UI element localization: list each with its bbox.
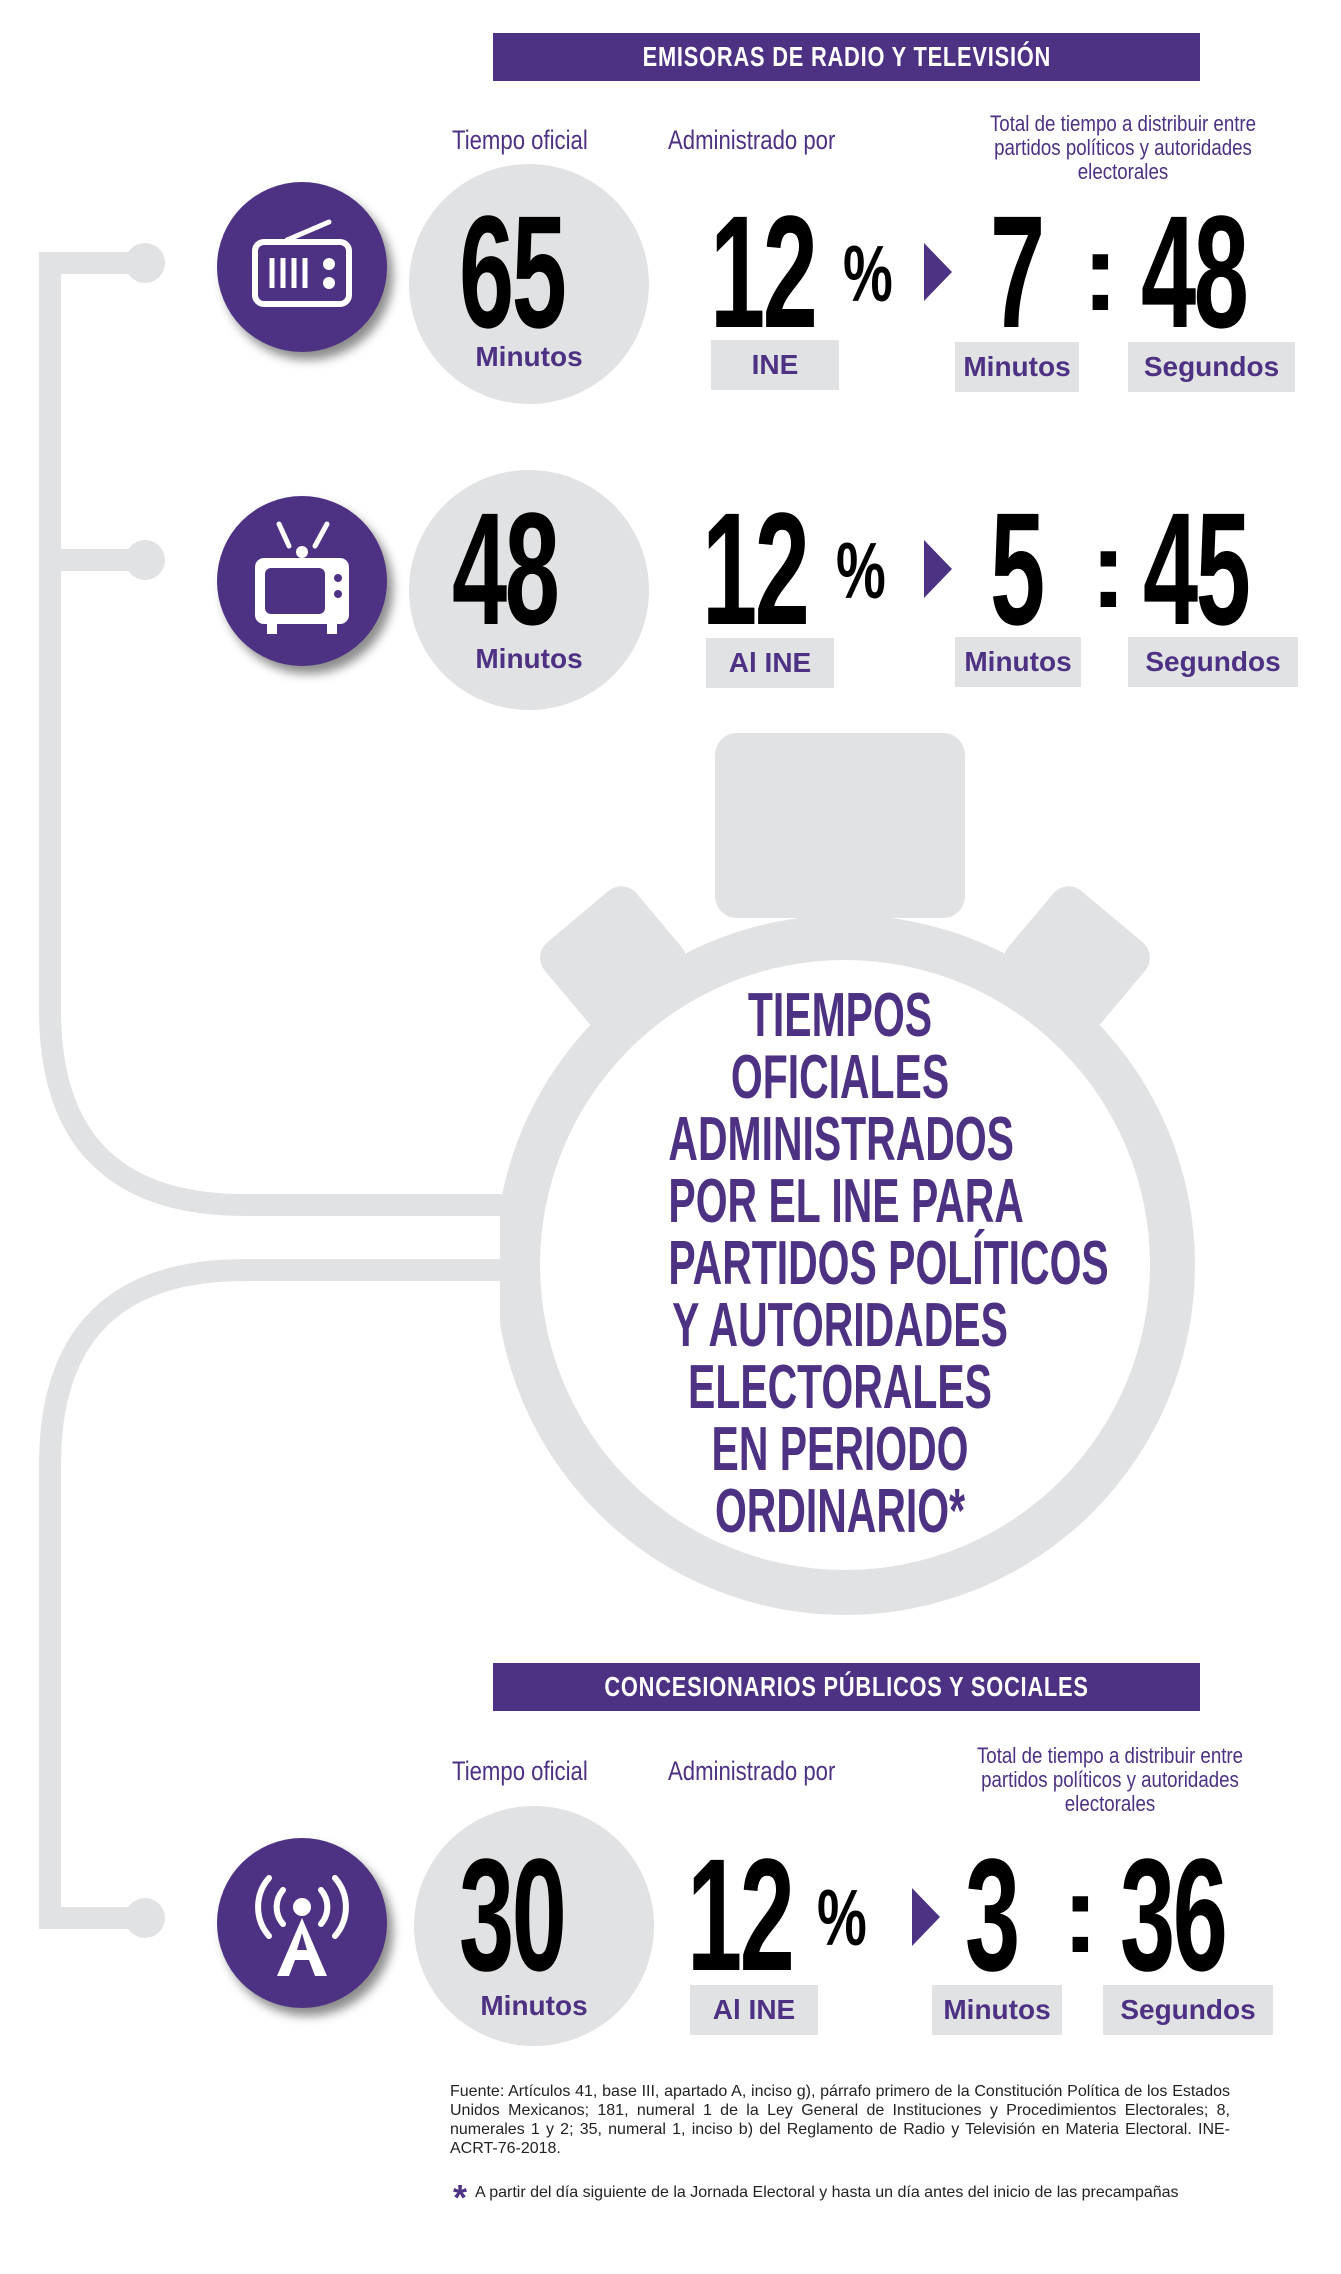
- radio-minutes-label: Minutos: [475, 341, 583, 372]
- radio-total-seconds: 48: [1141, 182, 1249, 361]
- title-line: TIEMPOS: [747, 981, 933, 1050]
- radio-total-minutes: 7: [990, 182, 1045, 361]
- radio-percent-sign: %: [843, 229, 893, 318]
- public-total-minutes: 3: [965, 1825, 1020, 2004]
- public-administrado-por-header: Administrado por: [668, 1756, 836, 1786]
- title-line: PARTIDOS POLÍTICOS: [668, 1229, 1109, 1298]
- public-minutes-label: Minutos: [480, 1990, 588, 2021]
- source-footnote: Fuente: Artículos 41, base III, apartado…: [450, 2083, 1230, 2157]
- tv-seconds-tag: Segundos: [1128, 637, 1298, 687]
- radio-arrow-icon: [924, 243, 952, 301]
- radio-minutes-value: 65: [459, 182, 567, 361]
- tv-admin-tag: Al INE: [706, 638, 834, 688]
- antenna-icon-badge: [217, 1838, 387, 2008]
- tv-percent-sign: %: [836, 526, 886, 615]
- title-line: OFICIALES: [730, 1043, 950, 1112]
- tv-icon: [255, 521, 349, 634]
- total-tiempo-header: Total de tiempo a distribuir entre parti…: [989, 111, 1257, 184]
- public-percent-sign: %: [817, 1873, 867, 1962]
- title-line: ELECTORALES: [688, 1353, 992, 1422]
- tv-total-minutes: 5: [990, 479, 1045, 658]
- antenna-icon: [255, 1875, 349, 1976]
- radio-time-circle: [409, 164, 649, 404]
- tv-minutes-label: Minutos: [475, 643, 583, 674]
- public-percent-value: 12: [687, 1825, 795, 2004]
- main-title: TIEMPOS OFICIALES ADMINISTRADOS POR EL I…: [580, 981, 1109, 1546]
- public-tiempo-oficial-header: Tiempo oficial: [452, 1756, 588, 1786]
- tv-minutes-tag: Minutos: [955, 637, 1081, 687]
- tv-icon-badge: [217, 496, 387, 666]
- public-seconds-tag: Segundos: [1103, 1985, 1273, 2035]
- tiempo-oficial-header: Tiempo oficial: [452, 125, 588, 155]
- title-line: EN PERIODO: [711, 1415, 969, 1484]
- public-colon: :: [1062, 1853, 1099, 1976]
- tv-time-circle: [409, 470, 649, 710]
- radio-admin-tag: INE: [711, 340, 839, 390]
- public-total-tiempo-header: Total de tiempo a distribuir entre parti…: [976, 1743, 1244, 1816]
- radio-minutes-tag: Minutos: [955, 342, 1079, 392]
- radio-icon-badge: [217, 182, 387, 352]
- radio-colon: :: [1082, 211, 1119, 334]
- radio-percent-value: 12: [710, 182, 818, 361]
- tv-minutes-value: 48: [452, 479, 560, 658]
- administrado-por-header: Administrado por: [668, 125, 836, 155]
- asterisk-mark: *: [453, 2177, 468, 2218]
- tv-total-seconds: 45: [1143, 479, 1251, 658]
- public-arrow-icon: [912, 1888, 940, 1946]
- stopwatch-graphic: [500, 733, 1195, 1615]
- title-line: Y AUTORIDADES: [672, 1291, 1008, 1360]
- asterisk-note: A partir del día siguiente de la Jornada…: [475, 2184, 1179, 2201]
- radio-tv-banner: EMISORAS DE RADIO Y TELEVISIÓN: [493, 33, 1200, 81]
- title-line: POR EL INE PARA: [668, 1167, 1024, 1236]
- public-minutes-value: 30: [459, 1825, 567, 2004]
- public-social-banner: CONCESIONARIOS PÚBLICOS Y SOCIALES: [493, 1663, 1200, 1711]
- radio-seconds-tag: Segundos: [1128, 342, 1295, 392]
- tv-percent-value: 12: [702, 479, 810, 658]
- tv-arrow-icon: [924, 540, 952, 598]
- radio-icon: [252, 219, 352, 307]
- public-time-circle: [414, 1806, 654, 2046]
- public-total-seconds: 36: [1120, 1825, 1228, 2004]
- public-minutes-tag: Minutos: [932, 1985, 1062, 2035]
- title-line: ADMINISTRADOS: [668, 1105, 1014, 1174]
- public-admin-tag: Al INE: [690, 1985, 818, 2035]
- title-line: ORDINARIO*: [714, 1477, 966, 1546]
- tv-colon: :: [1090, 508, 1127, 631]
